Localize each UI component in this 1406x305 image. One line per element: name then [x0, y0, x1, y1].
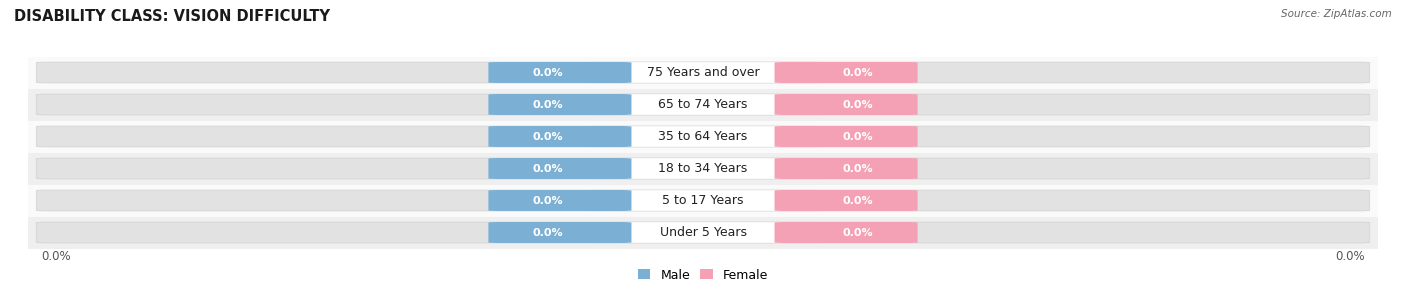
- Text: 0.0%: 0.0%: [42, 250, 72, 263]
- FancyBboxPatch shape: [583, 126, 823, 147]
- FancyBboxPatch shape: [583, 62, 823, 83]
- Bar: [28, 217, 1378, 249]
- FancyBboxPatch shape: [37, 94, 1369, 115]
- Text: 0.0%: 0.0%: [844, 228, 873, 238]
- Text: 0.0%: 0.0%: [533, 99, 562, 109]
- Text: 5 to 17 Years: 5 to 17 Years: [662, 194, 744, 207]
- Bar: [28, 88, 1378, 120]
- FancyBboxPatch shape: [37, 126, 1369, 147]
- FancyBboxPatch shape: [583, 190, 823, 211]
- Legend: Male, Female: Male, Female: [633, 264, 773, 287]
- FancyBboxPatch shape: [488, 222, 631, 243]
- FancyBboxPatch shape: [37, 222, 1369, 243]
- Text: 0.0%: 0.0%: [533, 67, 562, 77]
- Text: 0.0%: 0.0%: [844, 67, 873, 77]
- FancyBboxPatch shape: [775, 222, 918, 243]
- FancyBboxPatch shape: [583, 222, 823, 243]
- Text: Source: ZipAtlas.com: Source: ZipAtlas.com: [1281, 9, 1392, 19]
- Text: 0.0%: 0.0%: [1334, 250, 1364, 263]
- FancyBboxPatch shape: [583, 158, 823, 179]
- Text: Under 5 Years: Under 5 Years: [659, 226, 747, 239]
- Bar: [28, 120, 1378, 152]
- Bar: [28, 152, 1378, 185]
- Text: 0.0%: 0.0%: [533, 131, 562, 142]
- Bar: [28, 185, 1378, 217]
- FancyBboxPatch shape: [488, 190, 631, 211]
- FancyBboxPatch shape: [37, 158, 1369, 179]
- Text: 0.0%: 0.0%: [844, 163, 873, 174]
- Text: 0.0%: 0.0%: [844, 99, 873, 109]
- FancyBboxPatch shape: [488, 158, 631, 179]
- Text: 0.0%: 0.0%: [844, 131, 873, 142]
- FancyBboxPatch shape: [775, 94, 918, 115]
- Text: 65 to 74 Years: 65 to 74 Years: [658, 98, 748, 111]
- FancyBboxPatch shape: [488, 62, 631, 83]
- Text: 0.0%: 0.0%: [533, 228, 562, 238]
- FancyBboxPatch shape: [775, 190, 918, 211]
- FancyBboxPatch shape: [488, 94, 631, 115]
- Text: 0.0%: 0.0%: [844, 196, 873, 206]
- Text: 18 to 34 Years: 18 to 34 Years: [658, 162, 748, 175]
- FancyBboxPatch shape: [775, 126, 918, 147]
- FancyBboxPatch shape: [775, 158, 918, 179]
- Text: 0.0%: 0.0%: [533, 196, 562, 206]
- FancyBboxPatch shape: [37, 190, 1369, 211]
- Text: DISABILITY CLASS: VISION DIFFICULTY: DISABILITY CLASS: VISION DIFFICULTY: [14, 9, 330, 24]
- Text: 75 Years and over: 75 Years and over: [647, 66, 759, 79]
- FancyBboxPatch shape: [775, 62, 918, 83]
- Text: 35 to 64 Years: 35 to 64 Years: [658, 130, 748, 143]
- FancyBboxPatch shape: [488, 126, 631, 147]
- FancyBboxPatch shape: [583, 94, 823, 115]
- FancyBboxPatch shape: [37, 62, 1369, 83]
- Text: 0.0%: 0.0%: [533, 163, 562, 174]
- Bar: [28, 56, 1378, 88]
